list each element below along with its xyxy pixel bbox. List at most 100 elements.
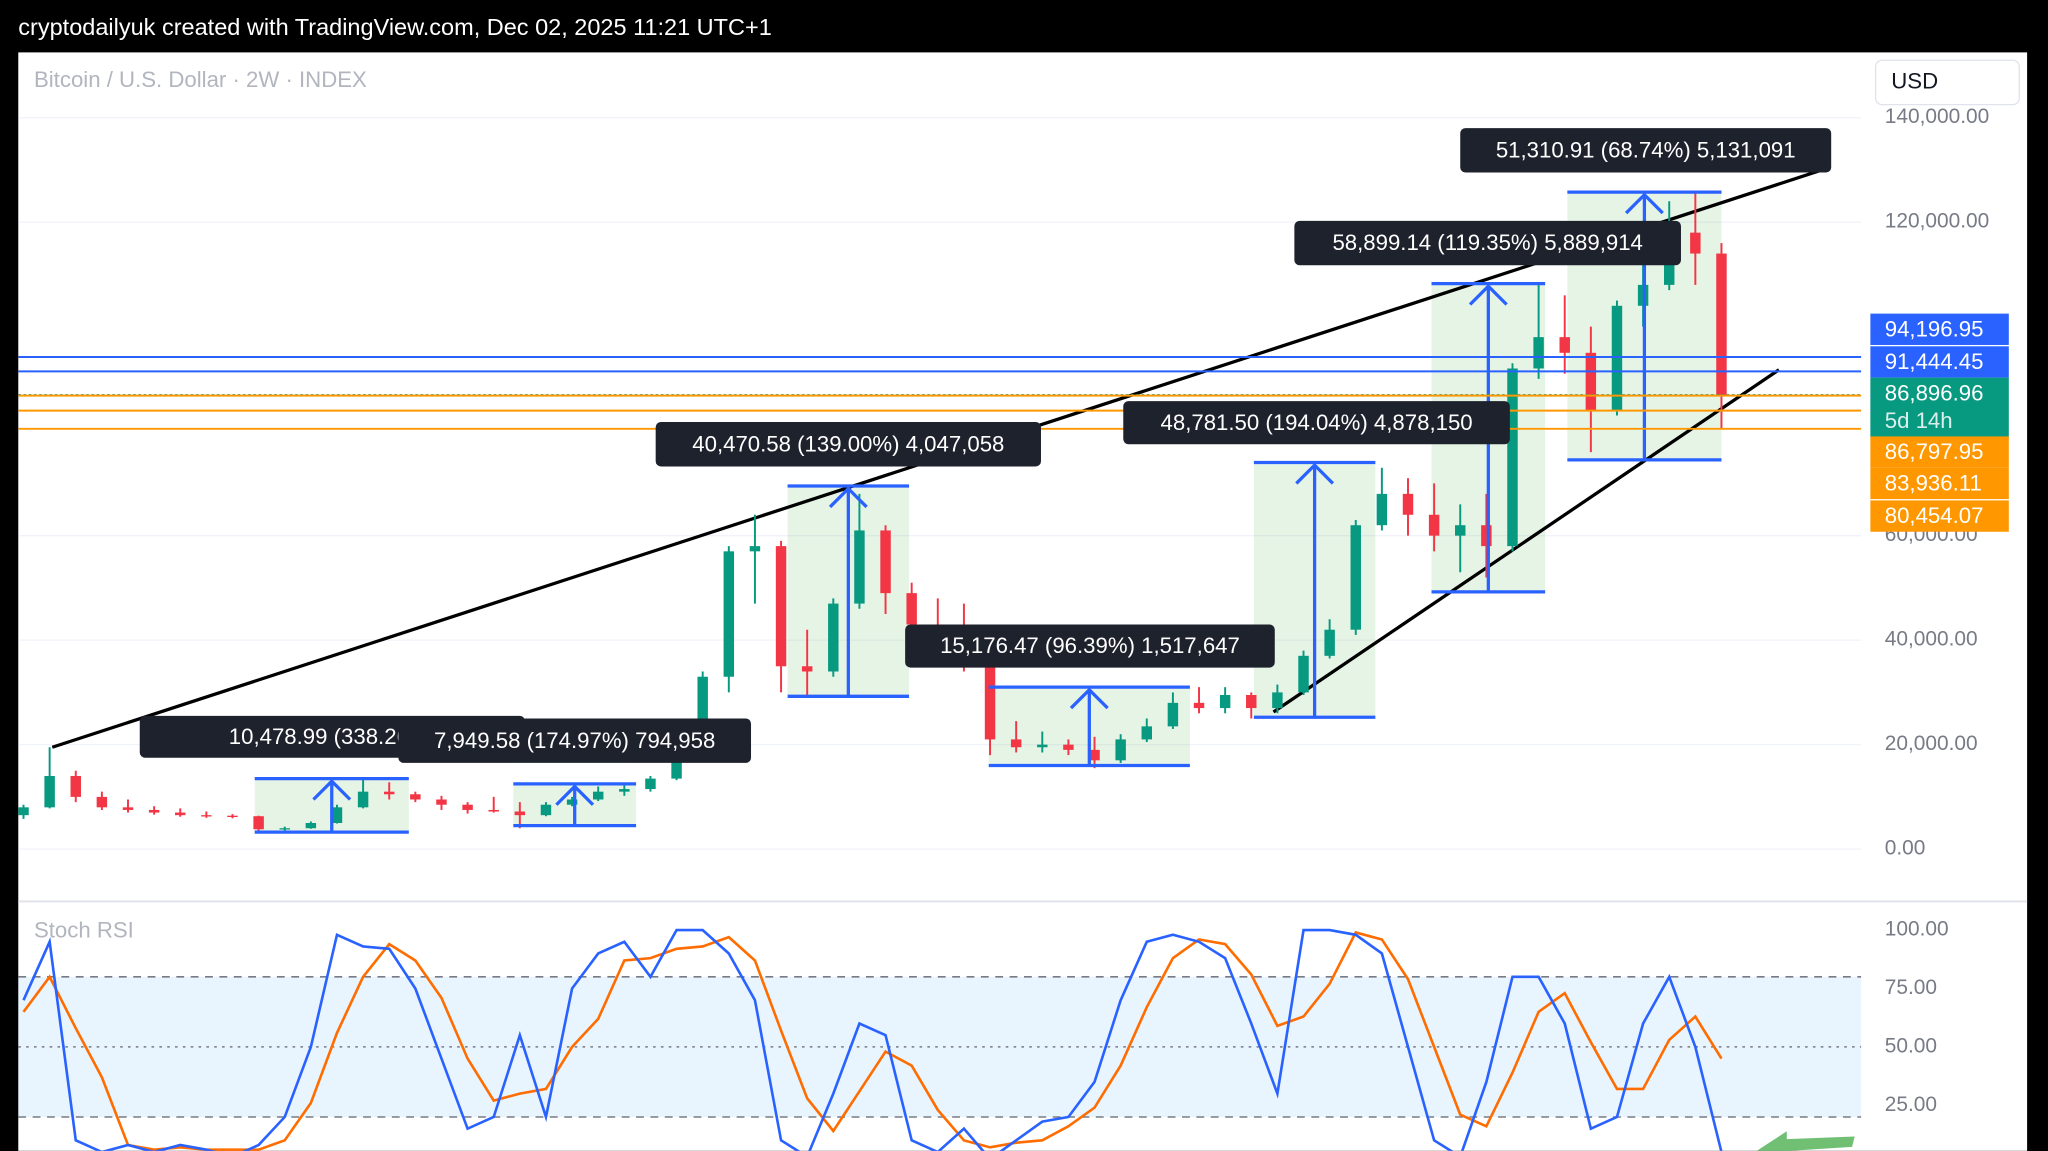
measure-arrowhead xyxy=(555,784,595,806)
measure-label-bg xyxy=(1294,220,1681,266)
price-tag-label: 86,896.96 xyxy=(1885,380,1984,405)
measure-label: 58,899.14 (119.35%) 5,889,914 xyxy=(1332,230,1642,255)
y-tick-label: 100.00 xyxy=(1885,918,1949,941)
candle-body xyxy=(1716,253,1727,396)
price-tag-label: 91,444.45 xyxy=(1885,349,1984,374)
measure-arrowhead xyxy=(1624,192,1664,215)
candle-body xyxy=(984,650,996,740)
measure-label-bg xyxy=(655,422,1041,467)
price-tag-label: 83,936.11 xyxy=(1885,471,1982,496)
candle-body xyxy=(566,799,578,805)
candle-body xyxy=(1559,337,1570,353)
candle-body xyxy=(671,749,682,779)
candle-body xyxy=(1611,305,1623,411)
candle-body xyxy=(1507,368,1518,547)
candle-body xyxy=(514,811,526,816)
candle-body xyxy=(357,791,369,808)
candle-body xyxy=(175,812,186,816)
candle-body xyxy=(279,828,290,830)
candle-body xyxy=(331,807,343,824)
candle-body xyxy=(122,807,134,810)
price-tag-label: 80,454.07 xyxy=(1885,503,1984,528)
candle-body xyxy=(148,809,160,813)
candle-body xyxy=(775,546,787,667)
candle-body xyxy=(619,789,630,792)
y-tick-label: 140,000.00 xyxy=(1885,105,1989,128)
measure-label: 48,781.50 (194.04%) 4,878,150 xyxy=(1161,410,1473,435)
measure-label-bg xyxy=(905,624,1275,668)
candle-body xyxy=(1324,629,1335,656)
candle-body xyxy=(488,809,499,812)
chart-title: Bitcoin / U.S. Dollar · 2W · INDEX xyxy=(34,67,367,92)
price-pane: 10,478.99 (338.26%)7,949.58 (174.97%) 79… xyxy=(18,117,1862,850)
measure-label-bg xyxy=(1123,401,1510,445)
price-tag xyxy=(1870,500,2009,532)
candle-body xyxy=(1063,744,1074,750)
candle-body xyxy=(1089,749,1100,761)
candle-body xyxy=(201,815,212,817)
candle-body xyxy=(1010,739,1022,748)
candle-body xyxy=(1167,702,1179,727)
arrow-icon xyxy=(1756,1131,1855,1151)
candle-body xyxy=(645,778,656,790)
candle-body xyxy=(1037,744,1048,748)
measure-label: 7,949.58 (174.97%) 794,958 xyxy=(434,728,715,753)
y-tick-label: 0.00 xyxy=(1885,837,1926,860)
y-tick-label: 20,000.00 xyxy=(1885,732,1978,755)
candle-body xyxy=(1428,514,1440,536)
countdown: 5d 14h xyxy=(1885,408,1953,433)
measure-arrowhead xyxy=(1069,687,1109,710)
measure-label: 15,176.47 (96.39%) 1,517,647 xyxy=(940,633,1240,658)
candle-body xyxy=(1272,692,1283,709)
candle-body xyxy=(801,666,813,672)
price-tag xyxy=(1870,313,2009,345)
candle-body xyxy=(462,804,473,810)
price-tag-label: 86,797.95 xyxy=(1885,439,1984,464)
measure-arrowhead xyxy=(1468,283,1508,306)
candle-body xyxy=(1193,702,1205,709)
candle-body xyxy=(1455,525,1466,536)
candle-body xyxy=(697,676,708,750)
price-tag xyxy=(1870,436,2009,468)
candle-body xyxy=(1350,525,1361,630)
candle-body xyxy=(723,551,735,677)
y-tick-label: 40,000.00 xyxy=(1885,628,1978,651)
candle-body xyxy=(44,775,55,808)
measure-label: 51,310.91 (68.74%) 5,131,091 xyxy=(1496,138,1796,163)
candle-body xyxy=(18,807,29,816)
currency-button[interactable] xyxy=(1874,59,2020,106)
candle-body xyxy=(828,603,839,672)
measure-label: 40,470.58 (139.00%) 4,047,058 xyxy=(692,431,1004,456)
price-tag xyxy=(1870,377,2009,438)
candle-body xyxy=(1376,493,1388,526)
measure-label-bg xyxy=(1460,128,1832,173)
candle-body xyxy=(253,816,264,830)
measure-label-bg xyxy=(398,718,752,763)
candle-body xyxy=(1690,232,1701,254)
candle-body xyxy=(70,775,81,797)
price-tag xyxy=(1870,346,2009,378)
candle-body xyxy=(592,791,604,800)
candle-body xyxy=(1585,352,1597,411)
candle-body xyxy=(436,799,447,805)
trend-line xyxy=(1272,368,1780,714)
candle-body xyxy=(227,815,238,818)
candle-body xyxy=(1533,337,1544,369)
measure-arrowhead xyxy=(312,778,352,801)
stoch-pane xyxy=(18,928,1862,1151)
price-tag-label: 94,196.95 xyxy=(1885,316,1984,341)
candle-body xyxy=(880,530,891,594)
measure-arrowhead xyxy=(1295,462,1335,485)
candle-body xyxy=(1298,655,1309,693)
indicator-title: Stoch RSI xyxy=(34,917,134,942)
y-tick-label: 120,000.00 xyxy=(1885,210,1989,233)
candle-body xyxy=(1481,525,1492,547)
y-tick-label: 25.00 xyxy=(1885,1093,1937,1116)
measure-arrowhead xyxy=(828,486,868,509)
candle-body xyxy=(906,593,917,625)
candle-body xyxy=(1402,493,1414,515)
axis: 0.0020,000.0040,000.0060,000.00120,000.0… xyxy=(1870,105,2009,1116)
candle-body xyxy=(749,546,761,552)
